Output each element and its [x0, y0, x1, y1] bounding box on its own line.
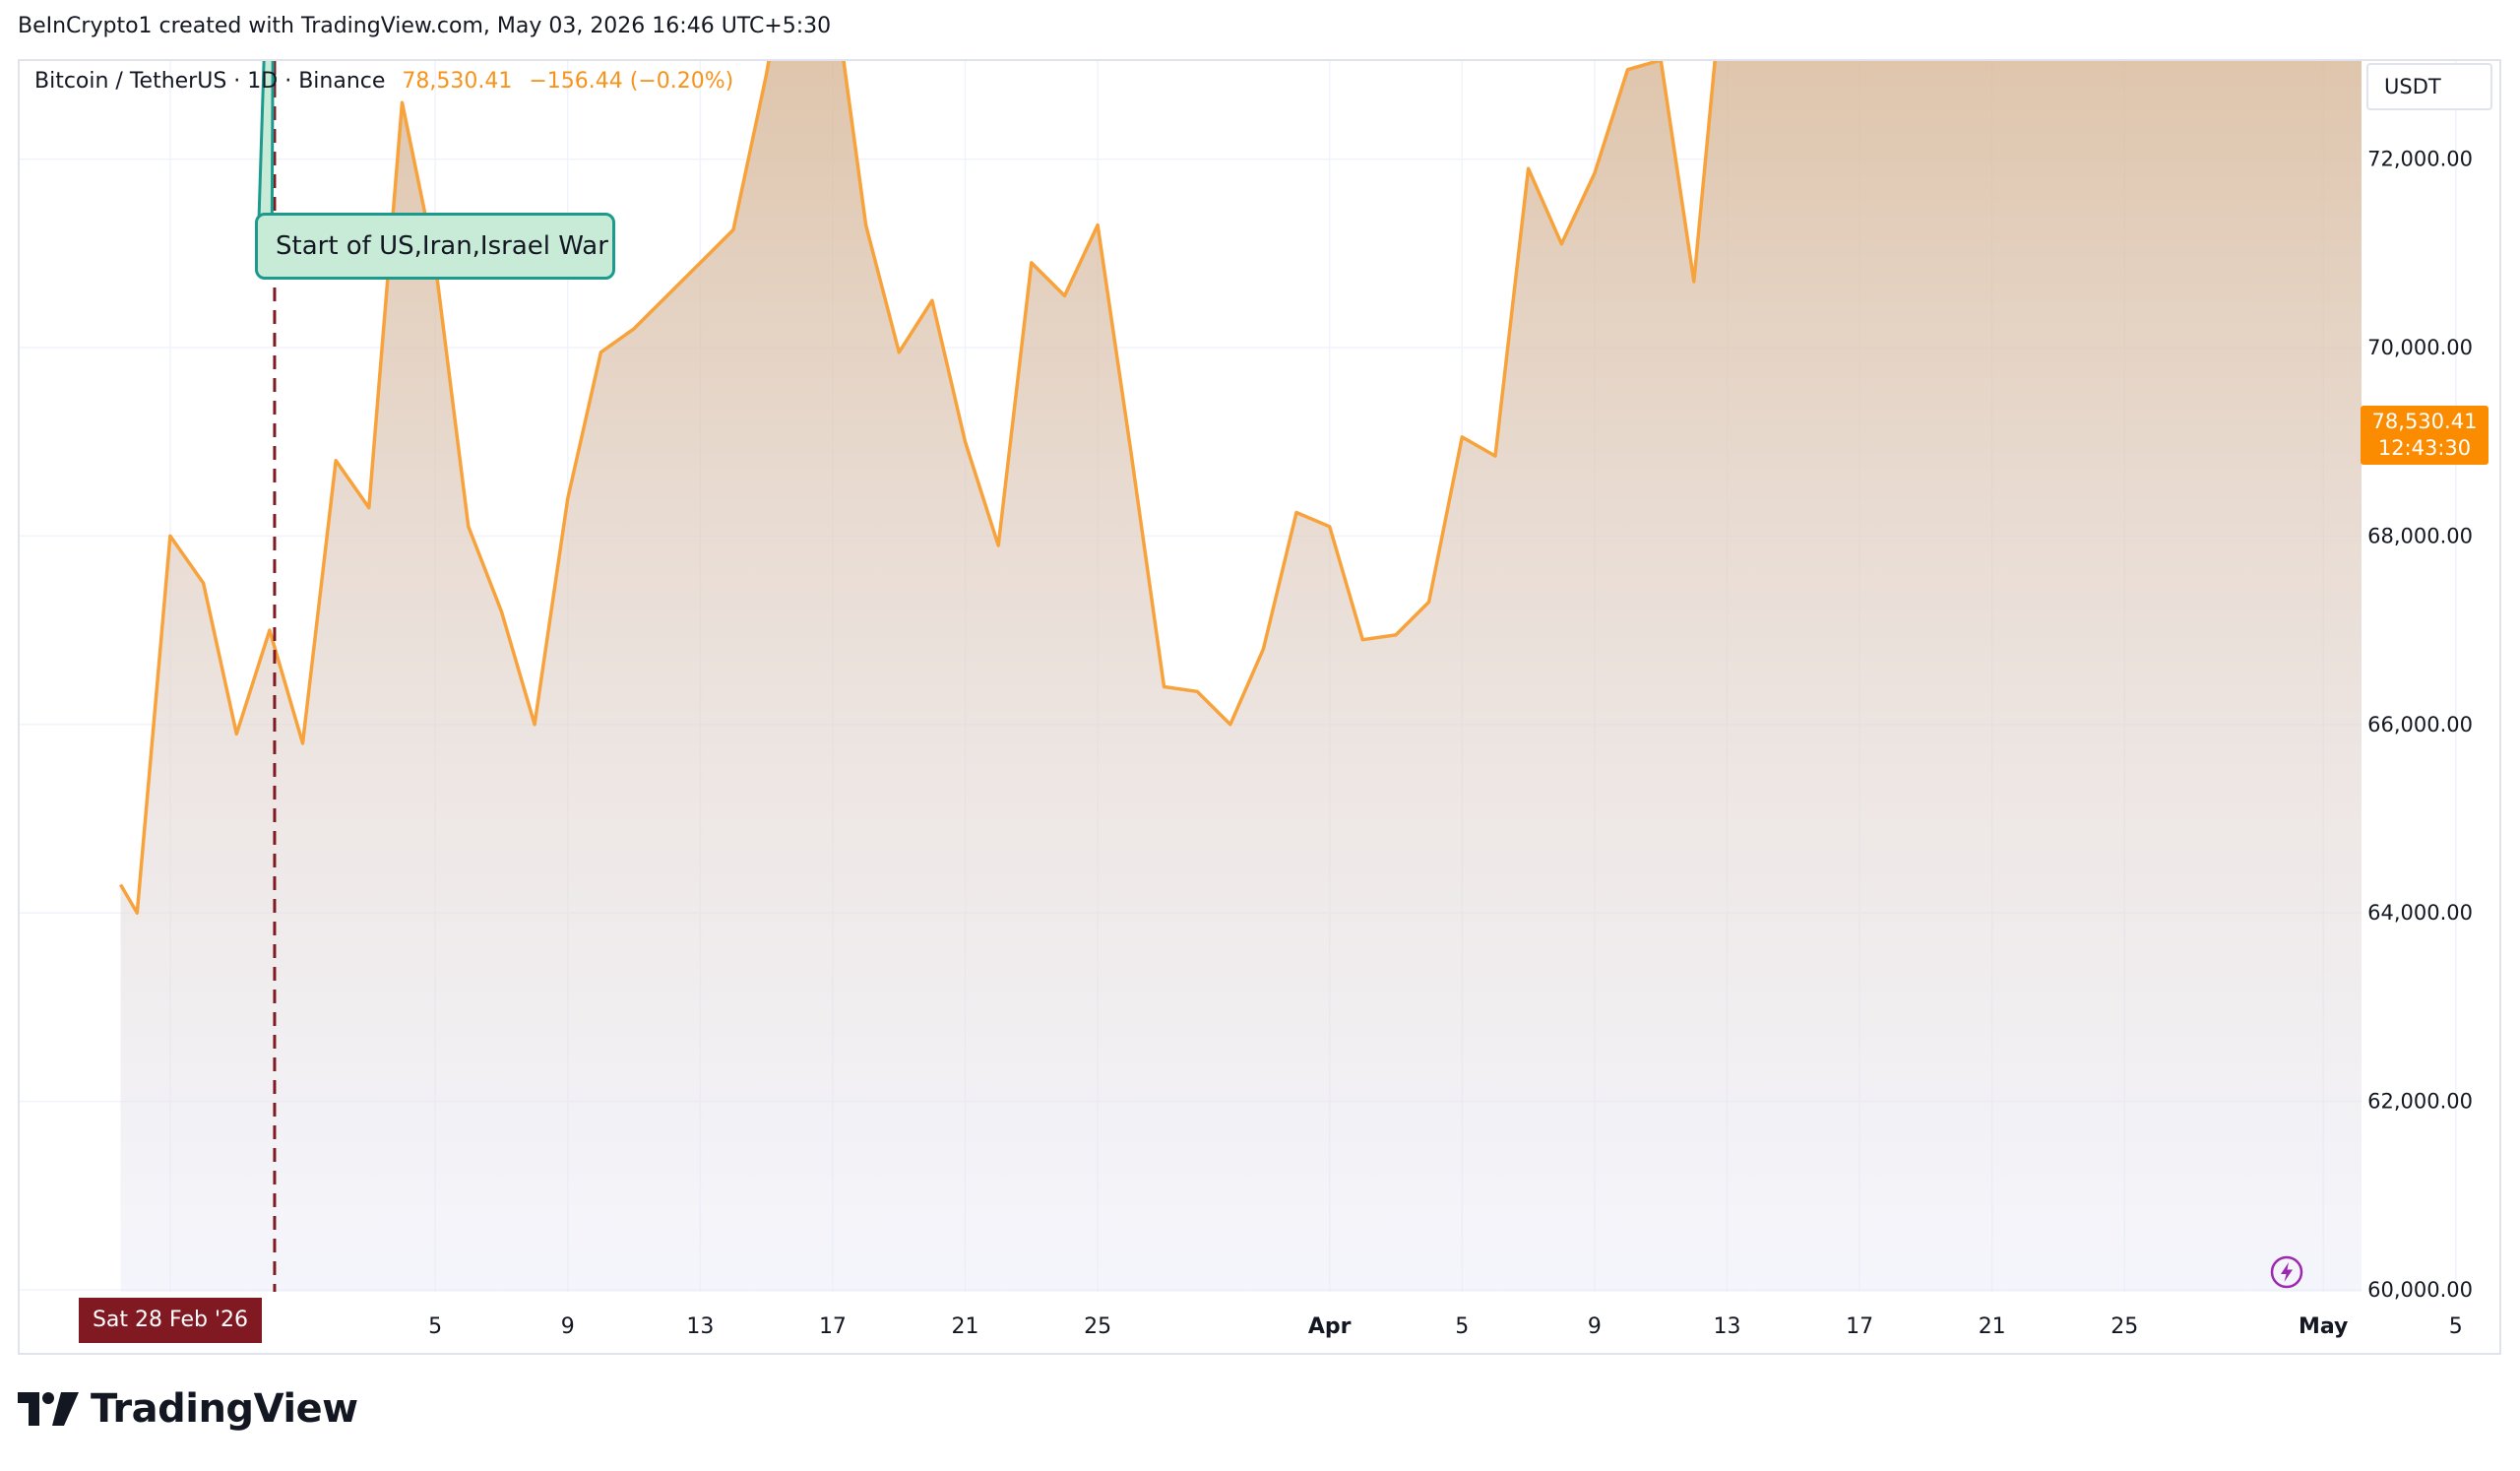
annotation-callout[interactable]: Start of US,Iran,Israel War: [255, 213, 615, 280]
x-axis: 255913172125Apr5913172125May5: [157, 1314, 2463, 1339]
last-price-tag: 78,530.41 12:43:30: [2361, 406, 2488, 465]
data-point: [1526, 165, 1532, 171]
data-point: [565, 495, 571, 501]
x-tick-label: 21: [1979, 1314, 2006, 1339]
y-tick-label: 66,000.00: [2367, 713, 2473, 736]
data-point: [1327, 524, 1333, 530]
data-point: [929, 297, 935, 303]
data-point: [896, 350, 902, 355]
data-point: [730, 226, 736, 232]
lightning-icon[interactable]: [2269, 1254, 2304, 1290]
x-tick-label: 13: [686, 1314, 714, 1339]
data-point: [1426, 599, 1432, 605]
data-point: [201, 580, 207, 586]
x-tick-label: 25: [2110, 1314, 2138, 1339]
price-tag-value: 78,530.41: [2371, 410, 2478, 433]
data-point: [1625, 67, 1631, 73]
x-tick-label: Apr: [1308, 1314, 1352, 1339]
data-point: [498, 608, 504, 614]
x-tick-label: 25: [1084, 1314, 1111, 1339]
crosshair-date-label: Sat 28 Feb '26: [79, 1298, 262, 1343]
tradingview-logo-icon: [18, 1392, 79, 1426]
symbol-name: Bitcoin / TetherUS · 1D · Binance: [34, 69, 386, 94]
chart-credit: BeInCrypto1 created with TradingView.com…: [18, 14, 832, 38]
data-point: [995, 543, 1001, 548]
data-point: [1260, 646, 1266, 652]
data-point: [1293, 510, 1299, 516]
y-tick-label: 64,000.00: [2367, 901, 2473, 925]
data-point: [631, 326, 637, 332]
data-point: [1658, 57, 1664, 63]
price-area-fill: [120, 61, 2362, 1292]
price-tag-countdown: 12:43:30: [2377, 436, 2472, 460]
symbol-legend: Bitcoin / TetherUS · 1D · Binance 78,530…: [34, 69, 733, 94]
data-point: [1062, 292, 1068, 298]
price-change-label: −156.44 (−0.20%): [529, 69, 734, 94]
data-point: [1228, 722, 1233, 728]
data-point: [267, 627, 273, 633]
data-point: [366, 505, 372, 511]
data-point: [167, 533, 173, 539]
x-tick-label: 17: [1846, 1314, 1873, 1339]
data-point: [1194, 688, 1200, 694]
data-point: [233, 731, 239, 736]
data-point: [1162, 684, 1167, 690]
data-point: [400, 99, 406, 105]
data-point: [1128, 448, 1134, 454]
y-tick-label: 62,000.00: [2367, 1090, 2473, 1114]
data-point: [466, 524, 472, 530]
price-line: [118, 61, 1717, 915]
data-point: [1492, 453, 1498, 459]
tradingview-wordmark: TradingView: [91, 1386, 358, 1432]
currency-selector[interactable]: USDT: [2366, 63, 2492, 110]
tradingview-logo[interactable]: TradingView: [18, 1386, 358, 1432]
data-point: [1359, 637, 1365, 643]
x-tick-label: 9: [1588, 1314, 1602, 1339]
data-point: [598, 350, 603, 355]
chart-frame: [18, 59, 2501, 1355]
x-tick-label: 13: [1714, 1314, 1741, 1339]
y-tick-label: 72,000.00: [2367, 148, 2473, 171]
data-point: [1691, 279, 1697, 285]
y-tick-label: 60,000.00: [2367, 1278, 2473, 1302]
data-point: [664, 292, 670, 298]
x-tick-label: 5: [428, 1314, 442, 1339]
data-point: [1095, 223, 1101, 228]
x-tick-label: 5: [2449, 1314, 2463, 1339]
data-point: [1558, 241, 1564, 247]
data-point: [764, 72, 770, 78]
data-point: [697, 260, 703, 266]
data-point: [333, 458, 339, 464]
x-tick-label: 5: [1455, 1314, 1469, 1339]
data-point: [1592, 170, 1598, 176]
data-point: [1393, 632, 1399, 638]
x-tick-label: May: [2299, 1314, 2348, 1339]
data-point: [532, 722, 537, 728]
y-tick-label: 68,000.00: [2367, 524, 2473, 547]
data-point: [300, 740, 306, 746]
data-point: [118, 882, 124, 888]
y-tick-label: 70,000.00: [2367, 336, 2473, 359]
data-point: [863, 223, 869, 228]
x-tick-label: 21: [952, 1314, 979, 1339]
x-tick-label: 17: [819, 1314, 847, 1339]
data-point: [1029, 260, 1035, 266]
last-price-label: 78,530.41: [402, 69, 513, 94]
data-point: [1459, 434, 1465, 440]
data-point: [134, 910, 140, 916]
y-axis: 60,000.00 62,000.00 64,000.00 66,000.00 68,0…: [2367, 148, 2473, 1302]
data-point: [963, 439, 969, 445]
x-tick-label: 9: [561, 1314, 575, 1339]
